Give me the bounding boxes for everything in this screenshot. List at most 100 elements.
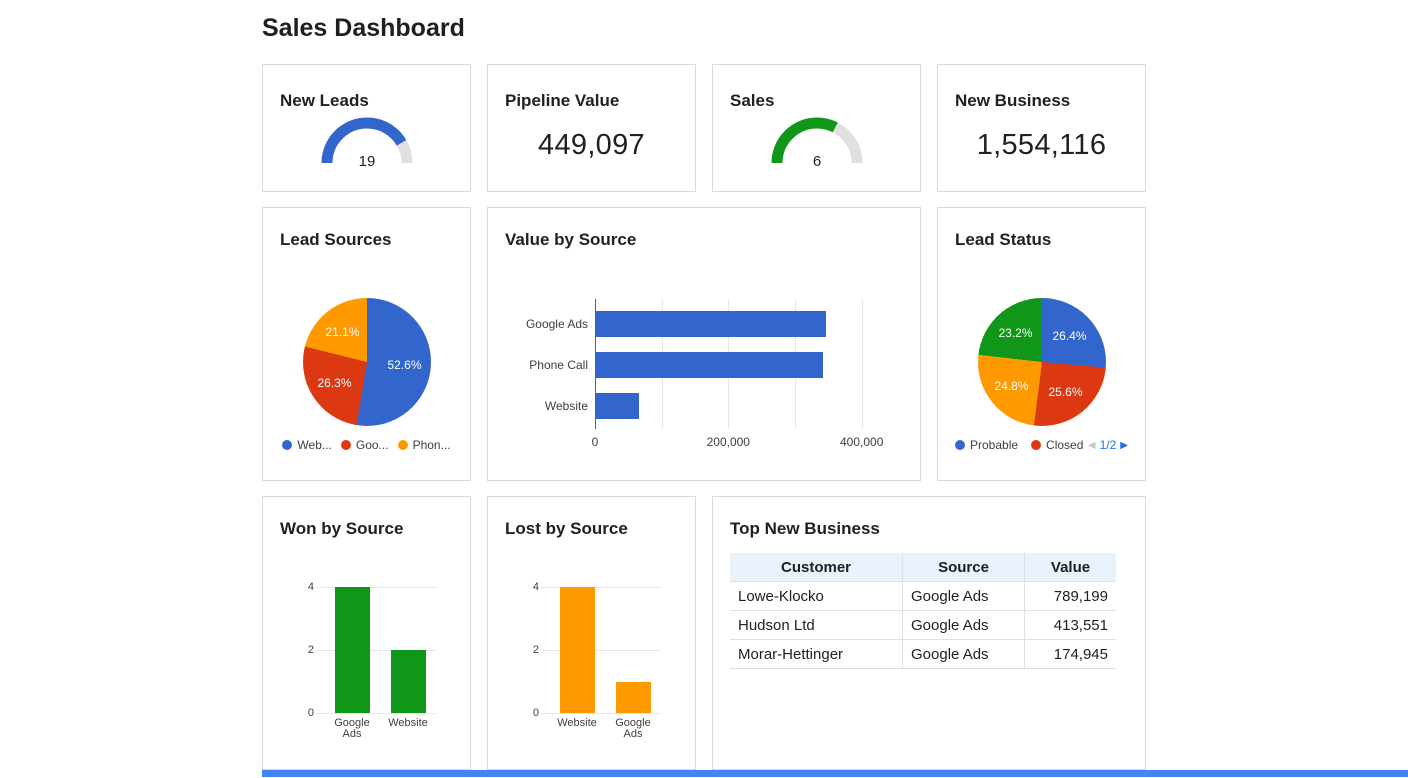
table-cell: Google Ads bbox=[902, 640, 1024, 668]
table-cell: Lowe-Klocko bbox=[738, 587, 824, 605]
table-cell: Google Ads bbox=[902, 611, 1024, 639]
legend-item[interactable]: Phon... bbox=[397, 438, 451, 452]
card-lead-status: Lead Status 26.4% 25.6% 24.8% 23.2% Probabl… bbox=[937, 207, 1146, 481]
kpi-value: 1,554,116 bbox=[976, 129, 1107, 161]
table-cell: Morar-Hettinger bbox=[738, 645, 844, 663]
legend-item[interactable]: Closed bbox=[1031, 438, 1083, 452]
category-label: Website bbox=[557, 717, 597, 729]
gauge-fill bbox=[321, 117, 412, 164]
card-title: New Business bbox=[955, 91, 1071, 110]
plot-area: 0 2 4 Website Google Ads bbox=[533, 581, 661, 740]
gridline bbox=[541, 650, 661, 651]
card-title: Value by Source bbox=[505, 230, 637, 249]
pie-slice-label: 52.6% bbox=[387, 358, 422, 372]
card-title: New Leads bbox=[280, 91, 369, 110]
table-header-cell[interactable]: Value bbox=[1024, 553, 1116, 581]
bar[interactable] bbox=[596, 311, 826, 337]
pager-prev-icon[interactable]: ◀ bbox=[1087, 439, 1096, 451]
category-label: Google Ads bbox=[615, 717, 651, 740]
table-cell: 789,199 bbox=[1024, 582, 1116, 610]
gridline bbox=[541, 587, 661, 588]
x-axis-tick-label: 400,000 bbox=[839, 435, 884, 449]
bar-chart-value-by-source: Google Ads Phone Call Website 0 200,000 400,0… bbox=[505, 299, 903, 449]
card-title: Sales bbox=[730, 91, 775, 110]
category-label: Website bbox=[544, 399, 588, 413]
gridline bbox=[541, 713, 661, 714]
gridline bbox=[316, 650, 436, 651]
legend-label: Phon... bbox=[412, 438, 451, 452]
legend-item[interactable]: Probable bbox=[955, 438, 1018, 452]
category-label: Google Ads bbox=[525, 317, 588, 331]
table-header-row: Customer Source Value bbox=[730, 553, 1116, 582]
pager-next-icon[interactable]: ▶ bbox=[1120, 439, 1128, 451]
pie-slice-label: 23.2% bbox=[998, 326, 1033, 340]
gauge-value: 6 bbox=[812, 153, 820, 169]
bar[interactable] bbox=[390, 650, 426, 713]
axis-line bbox=[595, 299, 596, 429]
pie-chart-lead-status[interactable]: 26.4% 25.6% 24.8% 23.2% bbox=[977, 298, 1106, 426]
x-axis-tick-label: 0 bbox=[591, 435, 599, 449]
y-axis-tick-label: 0 bbox=[307, 707, 314, 719]
card-new-leads: New Leads 19 bbox=[262, 64, 471, 192]
kpi-value: 449,097 bbox=[538, 129, 645, 161]
y-axis-tick-label: 2 bbox=[307, 644, 314, 656]
category-label: Website bbox=[388, 717, 428, 729]
card-title: Pipeline Value bbox=[505, 91, 620, 110]
card-lost-by-source: Lost by Source 0 2 4 Website Google Ads bbox=[487, 496, 696, 770]
pager: ◀ 1/2 ▶ bbox=[1088, 438, 1128, 452]
gauge-svg: 19 bbox=[321, 117, 412, 169]
legend-item[interactable]: Web... bbox=[282, 438, 332, 452]
top-new-business-table: Customer Source Value Lowe-Klocko Google Ads… bbox=[730, 553, 1116, 669]
gauge-chart-sales[interactable]: 6 bbox=[730, 111, 903, 169]
card-title: Lead Status bbox=[955, 230, 1052, 249]
legend-item[interactable]: Goo... bbox=[340, 438, 389, 452]
legend-items: Probable Closed bbox=[955, 438, 1083, 452]
pie-slice-label: 24.8% bbox=[994, 379, 1029, 393]
gridline bbox=[316, 713, 436, 714]
legend-color-dot bbox=[397, 440, 408, 450]
pie-slice-label: 26.4% bbox=[1052, 329, 1087, 343]
bar[interactable] bbox=[615, 681, 651, 713]
bar[interactable] bbox=[596, 352, 824, 378]
card-title: Top New Business bbox=[730, 519, 880, 538]
bar[interactable] bbox=[559, 587, 595, 713]
legend-color-dot bbox=[282, 440, 293, 450]
table-cell: Google Ads bbox=[902, 582, 1024, 610]
y-axis-tick-label: 0 bbox=[532, 707, 539, 719]
table-header-cell[interactable]: Customer bbox=[780, 558, 851, 576]
card-title: Won by Source bbox=[280, 519, 404, 538]
pager-label: 1/2 bbox=[1099, 438, 1117, 452]
card-value-by-source: Value by Source Google Ads Phone Call Webs… bbox=[487, 207, 921, 481]
gauge-chart-new-leads[interactable]: 19 bbox=[280, 111, 453, 169]
legend: Web... Goo... Phon... bbox=[280, 438, 453, 452]
horizontal-scrollbar[interactable] bbox=[262, 770, 1408, 777]
table-row[interactable]: Hudson Ltd Google Ads 413,551 bbox=[730, 611, 1116, 640]
y-axis-tick-label: 4 bbox=[307, 581, 314, 593]
x-axis-tick-label: 200,000 bbox=[706, 435, 750, 449]
card-won-by-source: Won by Source 0 2 4 Google Ads Website bbox=[262, 496, 471, 770]
y-axis-tick-label: 4 bbox=[532, 581, 539, 593]
card-title: Lost by Source bbox=[505, 519, 628, 538]
table-cell: 413,551 bbox=[1024, 611, 1116, 639]
bar[interactable] bbox=[596, 393, 639, 419]
gridline bbox=[861, 299, 863, 429]
card-new-business: New Business 1,554,116 bbox=[937, 64, 1146, 192]
bar-chart-lost-by-source: 0 2 4 Website Google Ads bbox=[505, 581, 678, 740]
table-cell: 174,945 bbox=[1024, 640, 1116, 668]
card-top-new-business: Top New Business Customer Source Value Lowe… bbox=[712, 496, 1146, 770]
table-header-cell[interactable]: Source bbox=[902, 553, 1024, 581]
pie-slice-label: 25.6% bbox=[1048, 385, 1083, 399]
legend-label: Web... bbox=[297, 438, 332, 452]
gridline bbox=[316, 587, 436, 588]
pie-chart-lead-sources[interactable]: 52.6% 26.3% 21.1% bbox=[302, 298, 431, 426]
pie-slice-label: 21.1% bbox=[325, 325, 360, 339]
bar[interactable] bbox=[334, 587, 370, 713]
legend-label: Probable bbox=[970, 438, 1019, 452]
legend-label: Goo... bbox=[355, 438, 389, 452]
card-title: Lead Sources bbox=[280, 230, 392, 249]
table-row[interactable]: Lowe-Klocko Google Ads 789,199 bbox=[730, 582, 1116, 611]
table-row[interactable]: Morar-Hettinger Google Ads 174,945 bbox=[730, 640, 1116, 669]
category-label: Google Ads bbox=[334, 717, 370, 740]
legend-color-dot bbox=[1031, 440, 1042, 450]
bar-chart-won-by-source: 0 2 4 Google Ads Website bbox=[280, 581, 453, 740]
